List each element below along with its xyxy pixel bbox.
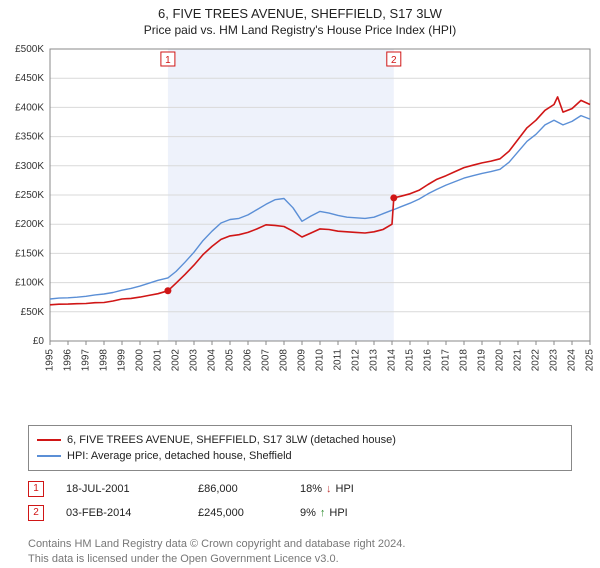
svg-text:1997: 1997: [81, 349, 92, 372]
footer: Contains HM Land Registry data © Crown c…: [28, 537, 572, 568]
svg-text:£400K: £400K: [15, 102, 44, 113]
sale-point-price-1: £86,000: [198, 483, 278, 495]
svg-text:2002: 2002: [171, 349, 182, 372]
sale-point-row-1: 1 18-JUL-2001 £86,000 18% ↓ HPI: [28, 477, 572, 501]
svg-text:£100K: £100K: [15, 278, 44, 289]
svg-text:2014: 2014: [387, 349, 398, 372]
svg-text:2015: 2015: [405, 349, 416, 372]
sale-point-price-2: £245,000: [198, 507, 278, 519]
svg-text:2022: 2022: [531, 349, 542, 372]
legend-label-property: 6, FIVE TREES AVENUE, SHEFFIELD, S17 3LW…: [67, 434, 396, 446]
sale-point-diff-1: 18% ↓ HPI: [300, 483, 390, 495]
chart-svg: £0 £50K £100K £150K £200K £250K £300K £350K £400…: [0, 39, 600, 419]
svg-text:2018: 2018: [459, 349, 470, 372]
svg-text:2007: 2007: [261, 349, 272, 372]
svg-text:2013: 2013: [369, 349, 380, 372]
svg-text:£300K: £300K: [15, 161, 44, 172]
svg-text:2006: 2006: [243, 349, 254, 372]
sale-point-pct-2: 9%: [300, 507, 316, 519]
svg-text:2020: 2020: [495, 349, 506, 372]
footer-line-2: This data is licensed under the Open Gov…: [28, 552, 572, 567]
sale-points-table: 1 18-JUL-2001 £86,000 18% ↓ HPI 2 03-FEB…: [28, 477, 572, 525]
svg-text:£450K: £450K: [15, 73, 44, 84]
svg-text:2008: 2008: [279, 349, 290, 372]
svg-text:2005: 2005: [225, 349, 236, 372]
sale-point-diff-label-2: HPI: [329, 507, 347, 519]
svg-text:2003: 2003: [189, 349, 200, 372]
svg-text:£500K: £500K: [15, 44, 44, 55]
sale-point-pct-1: 18%: [300, 483, 322, 495]
legend-item-property: 6, FIVE TREES AVENUE, SHEFFIELD, S17 3LW…: [37, 432, 563, 448]
svg-text:2011: 2011: [333, 349, 344, 371]
chart: £0 £50K £100K £150K £200K £250K £300K £350K £400…: [0, 39, 600, 419]
svg-text:1: 1: [165, 55, 171, 66]
arrow-down-icon: ↓: [326, 483, 332, 495]
legend: 6, FIVE TREES AVENUE, SHEFFIELD, S17 3LW…: [28, 425, 572, 471]
svg-text:£150K: £150K: [15, 248, 44, 259]
svg-text:1999: 1999: [117, 349, 128, 372]
svg-text:2004: 2004: [207, 349, 218, 372]
svg-text:2012: 2012: [351, 349, 362, 372]
sale-point-diff-label-1: HPI: [336, 483, 354, 495]
svg-text:£0: £0: [33, 336, 45, 347]
svg-text:2016: 2016: [423, 349, 434, 372]
svg-text:2019: 2019: [477, 349, 488, 372]
legend-swatch-hpi: [37, 455, 61, 457]
root: 6, FIVE TREES AVENUE, SHEFFIELD, S17 3LW…: [0, 0, 600, 568]
sale-point-date-2: 03-FEB-2014: [66, 507, 176, 519]
legend-swatch-property: [37, 439, 61, 441]
svg-text:£250K: £250K: [15, 190, 44, 201]
svg-text:2009: 2009: [297, 349, 308, 372]
title-block: 6, FIVE TREES AVENUE, SHEFFIELD, S17 3LW…: [0, 0, 600, 39]
svg-text:£350K: £350K: [15, 132, 44, 143]
svg-text:1998: 1998: [99, 349, 110, 372]
legend-label-hpi: HPI: Average price, detached house, Shef…: [67, 450, 292, 462]
footer-line-1: Contains HM Land Registry data © Crown c…: [28, 537, 572, 552]
sale-point-diff-2: 9% ↑ HPI: [300, 507, 390, 519]
svg-text:2: 2: [391, 55, 397, 66]
svg-text:2001: 2001: [153, 349, 164, 372]
svg-text:£200K: £200K: [15, 219, 44, 230]
svg-text:£50K: £50K: [21, 307, 45, 318]
sale-point-row-2: 2 03-FEB-2014 £245,000 9% ↑ HPI: [28, 501, 572, 525]
sale-point-marker-2: 2: [28, 505, 44, 521]
title-line-1: 6, FIVE TREES AVENUE, SHEFFIELD, S17 3LW: [0, 6, 600, 21]
svg-text:1996: 1996: [63, 349, 74, 372]
svg-text:1995: 1995: [45, 349, 56, 372]
svg-text:2010: 2010: [315, 349, 326, 372]
legend-item-hpi: HPI: Average price, detached house, Shef…: [37, 448, 563, 464]
arrow-up-icon: ↑: [320, 507, 326, 519]
svg-text:2017: 2017: [441, 349, 452, 372]
sale-point-date-1: 18-JUL-2001: [66, 483, 176, 495]
svg-text:2023: 2023: [549, 349, 560, 372]
svg-text:2021: 2021: [513, 349, 524, 372]
svg-text:2024: 2024: [567, 349, 578, 372]
svg-text:2000: 2000: [135, 349, 146, 372]
sale-point-marker-1: 1: [28, 481, 44, 497]
title-line-2: Price paid vs. HM Land Registry's House …: [0, 23, 600, 37]
svg-text:2025: 2025: [585, 349, 596, 372]
